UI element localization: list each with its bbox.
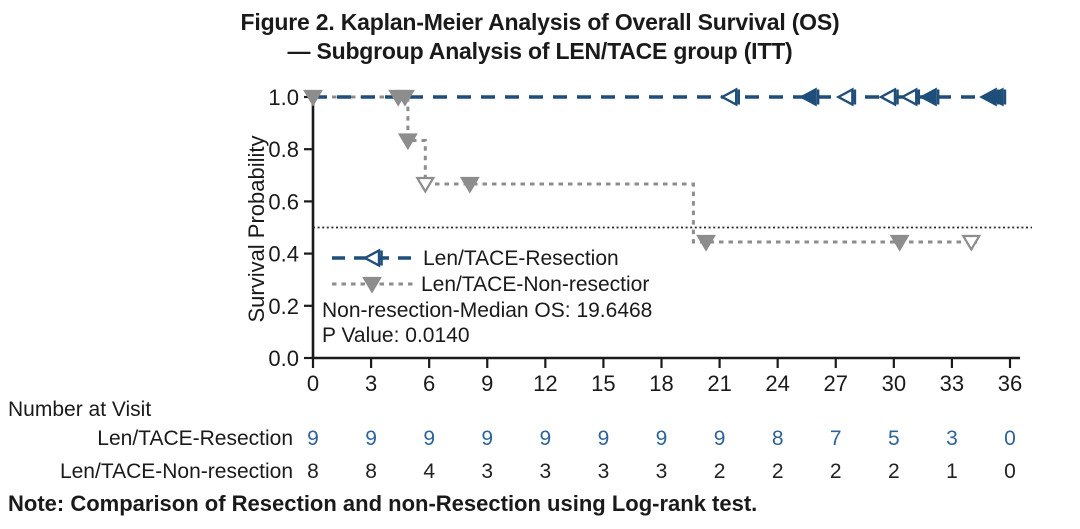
non-resection-marker — [961, 234, 982, 252]
row-label-resection: Len/TACE-Resection — [97, 427, 293, 450]
number-at-visit-cell: 8 — [307, 460, 319, 483]
number-at-visit-cell: 9 — [365, 427, 377, 450]
y-tick-label: 0.4 — [268, 242, 299, 267]
row-label-non-resection: Len/TACE-Non-resection — [59, 460, 293, 483]
resection-censor-marker — [719, 87, 738, 107]
non-resection-marker — [459, 176, 480, 194]
x-tick-label: 6 — [423, 371, 435, 396]
number-at-visit-cell: 2 — [771, 460, 784, 483]
number-at-visit-cell: 0 — [1004, 427, 1016, 450]
y-tick-label: 0.6 — [268, 189, 299, 214]
p-value-annotation: P Value: 0.0140 — [322, 324, 470, 347]
legend-label-non-resection: Len/TACE-Non-resectior — [421, 273, 650, 296]
resection-censor-marker — [878, 87, 897, 107]
number-at-visit-cell: 4 — [423, 460, 435, 483]
non-resection-marker — [303, 89, 323, 107]
non-resection-marker — [889, 234, 910, 252]
number-at-visit-cell: 0 — [1004, 460, 1016, 483]
x-tick-label: 0 — [307, 371, 319, 396]
number-at-visit-cell: 8 — [771, 427, 784, 450]
x-tick-label: 21 — [707, 371, 731, 396]
x-tick-label: 24 — [765, 371, 789, 396]
number-at-visit-cell: 1 — [946, 460, 958, 483]
median-os-annotation: Non-resection-Median OS: 19.6468 — [322, 299, 653, 322]
number-at-visit-heading: Number at Visit — [8, 398, 152, 421]
x-tick-label: 30 — [882, 371, 906, 396]
y-tick-label: 0.2 — [268, 294, 299, 319]
resection-censor-marker — [919, 87, 937, 107]
x-tick-label: 33 — [940, 371, 964, 396]
number-at-visit-cell: 3 — [655, 460, 668, 483]
resection-censor-marker — [899, 87, 918, 107]
number-at-visit-cell: 9 — [655, 427, 668, 450]
x-tick-label: 12 — [533, 371, 557, 396]
legend-label-resection: Len/TACE-Resection — [423, 247, 619, 270]
y-tick-label: 0.8 — [268, 137, 299, 162]
y-tick-label: 0.0 — [268, 346, 299, 371]
resection-censor-marker — [835, 87, 854, 107]
x-tick-label: 9 — [481, 371, 493, 396]
number-at-visit-cell: 9 — [597, 427, 610, 450]
number-at-visit-cell: 9 — [307, 427, 319, 450]
number-at-visit-cell: 8 — [365, 460, 377, 483]
non-resection-marker — [415, 176, 436, 194]
number-at-visit-cell: 7 — [829, 427, 842, 450]
number-at-visit-cell: 2 — [829, 460, 842, 483]
x-tick-label: 15 — [591, 371, 615, 396]
number-at-visit-cell: 9 — [481, 427, 494, 450]
legend-sample-resection-marker — [362, 248, 381, 268]
non-resection-marker — [397, 133, 418, 151]
number-at-visit-cell: 2 — [887, 460, 900, 483]
x-tick-label: 36 — [998, 371, 1022, 396]
number-at-visit-cell: 2 — [713, 460, 726, 483]
resection-censor-marker — [799, 87, 817, 107]
figure-title-line2: — Subgroup Analysis of LEN/TACE group (I… — [287, 38, 793, 64]
non-resection-marker — [696, 234, 716, 252]
x-tick-label: 18 — [649, 371, 673, 396]
y-tick-label: 1.0 — [268, 85, 299, 110]
non-resection-marker — [395, 89, 415, 107]
non-resection-curve — [313, 95, 978, 244]
number-at-visit-cell: 9 — [423, 427, 435, 450]
number-at-visit-cell: 5 — [887, 427, 900, 450]
number-at-visit-cell: 9 — [713, 427, 726, 450]
number-at-visit-cell: 3 — [539, 460, 552, 483]
x-tick-label: 27 — [824, 371, 848, 396]
number-at-visit-cell: 3 — [597, 460, 610, 483]
number-at-visit-cell: 3 — [946, 427, 958, 450]
number-at-visit-cell: 3 — [481, 460, 494, 483]
legend-sample-non-resection-marker — [362, 276, 382, 294]
resection-censor-marker — [985, 87, 1004, 107]
number-at-visit-cell: 9 — [539, 427, 552, 450]
x-tick-label: 3 — [365, 371, 377, 396]
figure-title-line1: Figure 2. Kaplan-Meier Analysis of Overa… — [240, 9, 840, 35]
footnote: Note: Comparison of Resection and non-Re… — [8, 491, 758, 516]
